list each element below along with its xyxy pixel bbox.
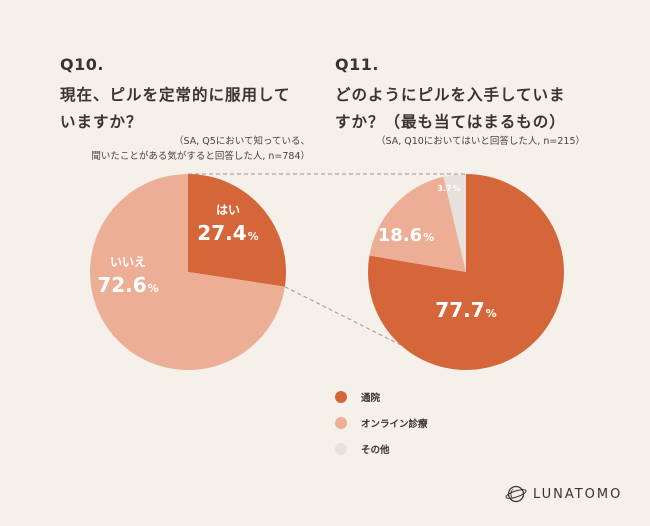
data-label-value: 27.4 [197,221,246,245]
legend-swatch [335,443,347,455]
data-label: 3.7% [437,184,460,193]
q10-note: （SA, Q5において知っている、 聞いたことがある気がすると回答した人, n=… [20,134,310,164]
q11-title-line1: どのようにピルを入手していま [335,86,566,104]
q10-title-line2: いますか？ [60,113,143,131]
brand-name: LUNATOMO [533,486,623,502]
data-label-unit: % [148,282,159,295]
q11-note: （SA, Q10においてはいと回答した人, n=215） [376,136,585,147]
pie-slice [367,174,564,371]
data-label: 27.4% [197,221,258,245]
pie-slice [188,174,286,287]
pie-slice [369,176,466,272]
crescent-logo-icon [505,485,527,503]
q10-note-line1: （SA, Q5において知っている、 [173,136,310,147]
q11-title: どのようにピルを入手していま すか？（最も当てはまるもの） [335,82,625,136]
data-label: 72.6% [97,273,158,297]
data-label: 77.7% [435,298,496,322]
q10-note-line2: 聞いたことがある気がすると回答した人, n=784） [91,151,310,162]
q10-title: 現在、ピルを定常的に服用して いますか？ [60,82,330,136]
pie-slice [443,174,466,272]
q11-title-line2: すか？（最も当てはまるもの） [335,113,566,131]
slice-label: いいえ [110,255,146,269]
legend-item: 通院 [335,390,428,404]
data-label-value: 18.6 [378,225,422,246]
data-label-value: 77.7 [435,298,484,322]
data-label-unit: % [486,307,497,320]
legend-item: その他 [335,442,428,456]
data-label-value: 3.7 [437,184,451,193]
data-label-value: 72.6 [97,273,146,297]
legend-label: 通院 [361,393,381,404]
legend-swatch [335,391,347,403]
legend-label: その他 [361,445,390,456]
legend: 通院オンライン診療 その他 [335,390,428,468]
q10-number: Q10. [60,55,104,74]
slice-label: はい [216,203,240,217]
brand-logo: LUNATOMO [505,484,622,504]
pie-slice [90,174,285,370]
data-label: 18.6% [378,225,434,246]
connector-line-bottom [284,286,401,346]
legend-label: オンライン診療 [361,419,428,430]
q11-number: Q11. [335,55,379,74]
q10-title-line1: 現在、ピルを定常的に服用して [60,86,291,104]
data-label-unit: % [423,231,434,244]
data-label-unit: % [453,184,461,193]
data-label-unit: % [248,230,259,243]
legend-item: オンライン診療 [335,416,428,430]
legend-swatch [335,417,347,429]
